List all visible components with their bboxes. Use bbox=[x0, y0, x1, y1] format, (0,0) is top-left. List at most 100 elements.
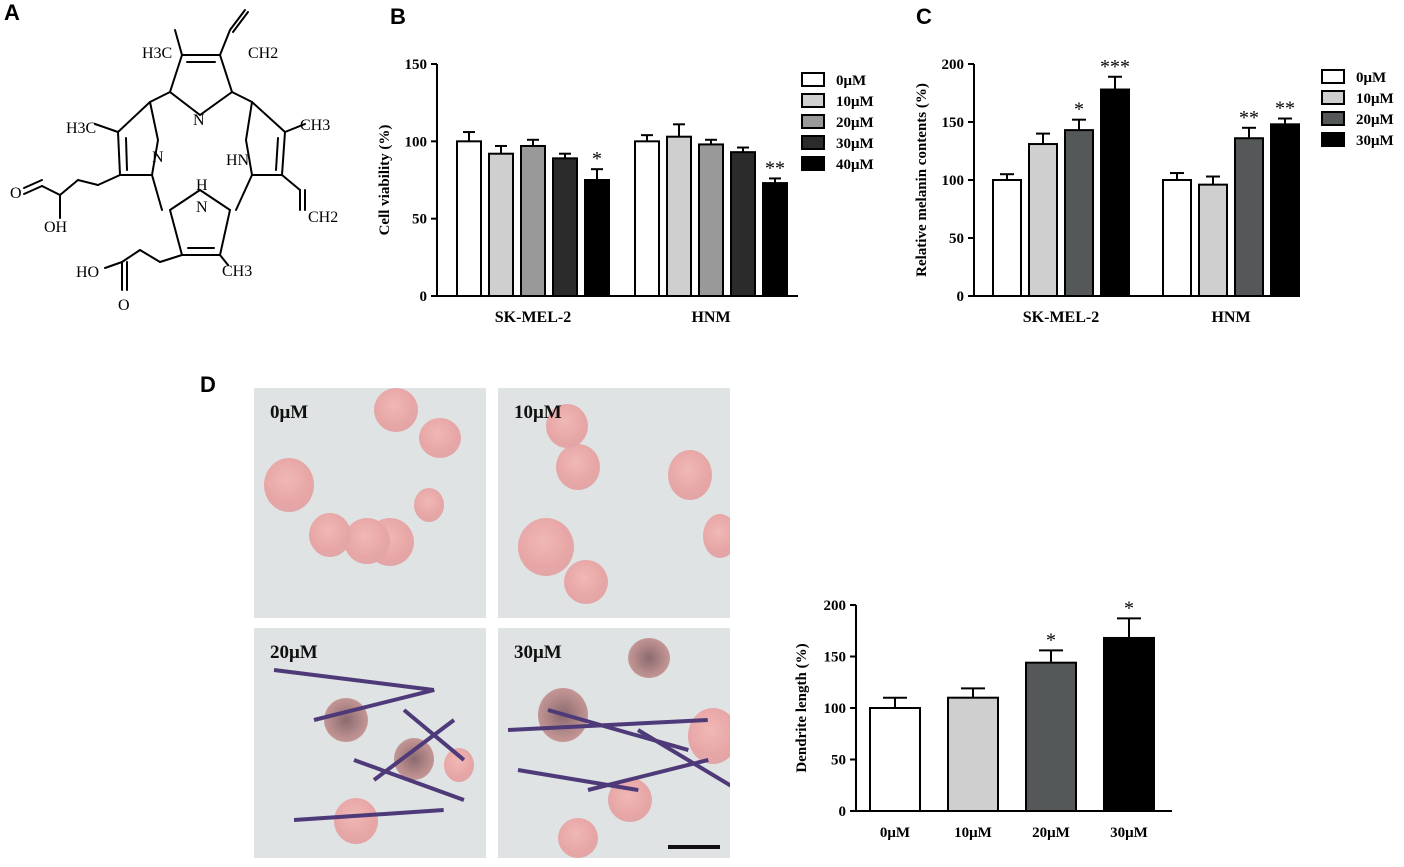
melanocyte-cell bbox=[556, 444, 600, 490]
melanin-bar bbox=[1198, 183, 1228, 297]
melanocyte-cell bbox=[344, 518, 390, 564]
micrograph-label: 30μM bbox=[514, 642, 562, 663]
melanocyte-cell bbox=[546, 404, 588, 448]
scale-bar bbox=[668, 845, 720, 849]
melanin-significance: *** bbox=[1100, 56, 1130, 78]
panel-label-b: B bbox=[390, 4, 406, 29]
viability-legend-label: 20μM bbox=[836, 115, 874, 131]
melanocyte-cell bbox=[518, 518, 574, 576]
viability-bar bbox=[730, 151, 756, 297]
melanin-y-axis-label: Relative melanin contents (%) bbox=[914, 83, 930, 277]
melanin-y-tick-label: 0 bbox=[957, 289, 965, 305]
micrograph-20uM: 20μM bbox=[254, 628, 486, 858]
dendrite-length-chart: 0 50 100 150 200 Dendrite length (%) 0μM 10μM * 2… bbox=[794, 597, 1172, 841]
micrograph-0uM: 0μM bbox=[254, 388, 486, 618]
viability-bar bbox=[552, 157, 578, 297]
viability-legend-swatch bbox=[801, 114, 825, 129]
melanin-legend-label: 30μM bbox=[1356, 133, 1394, 149]
micrograph-label: 0μM bbox=[270, 402, 309, 423]
mol-label-n-left: N bbox=[152, 149, 164, 166]
melanocyte-cell bbox=[334, 798, 378, 844]
mol-label-ho-bottom: HO bbox=[76, 264, 99, 281]
dendrite-x-tick-label: 0μM bbox=[880, 825, 910, 841]
viability-bar bbox=[584, 179, 610, 297]
melanin-significance: ** bbox=[1275, 98, 1295, 120]
dendrite-significance: * bbox=[1046, 629, 1056, 651]
mol-label-ch3-bottom: CH3 bbox=[222, 263, 252, 280]
viability-bar bbox=[634, 140, 660, 298]
mol-label-n-top: N bbox=[193, 112, 205, 129]
melanocyte-cell bbox=[668, 450, 712, 500]
viability-legend-label: 30μM bbox=[836, 136, 874, 152]
protoporphyrin-structure: H3C CH2 N H3C CH3 N HN CH2 N O OH HO O C… bbox=[10, 9, 338, 314]
mol-label-o-left: O bbox=[10, 185, 22, 202]
mol-label-h3c-left: H3C bbox=[66, 120, 96, 137]
melanin-bar bbox=[1162, 179, 1192, 297]
melanin-legend-label: 10μM bbox=[1356, 91, 1394, 107]
dendrite-significance: * bbox=[1124, 597, 1134, 619]
mol-label-n-bottom: N bbox=[196, 199, 208, 216]
melanocyte-cell bbox=[688, 708, 730, 764]
melanin-legend-swatch bbox=[1321, 90, 1345, 105]
mol-label-ch3-right: CH3 bbox=[300, 117, 330, 134]
melanin-y-tick-label: 200 bbox=[942, 57, 965, 73]
melanin-bar bbox=[992, 179, 1022, 297]
melanin-bar bbox=[1100, 88, 1130, 297]
dendrite-x-tick-label: 30μM bbox=[1110, 825, 1148, 841]
melanocyte-cell bbox=[558, 818, 598, 858]
viability-legend-swatch bbox=[801, 135, 825, 150]
melanin-bar bbox=[1234, 137, 1264, 297]
mol-label-o-bottom: O bbox=[118, 297, 130, 314]
viability-significance: ** bbox=[765, 157, 785, 179]
melanin-y-tick-label: 150 bbox=[942, 115, 965, 131]
micrograph-30uM: 30μM bbox=[498, 628, 730, 858]
dendrite-bar bbox=[947, 696, 999, 812]
melanin-x-tick-label: SK-MEL-2 bbox=[1023, 309, 1099, 326]
dendrite-y-tick-label: 50 bbox=[831, 753, 846, 769]
cell-viability-chart: 0 50 100 150 Cell viability (%) * SK-MEL-2 ** HN… bbox=[377, 57, 874, 326]
melanocyte-cell bbox=[564, 560, 608, 604]
melanin-x-tick-label: HNM bbox=[1211, 309, 1250, 326]
viability-y-tick-label: 100 bbox=[405, 134, 428, 150]
melanin-legend-label: 20μM bbox=[1356, 112, 1394, 128]
melanin-bar bbox=[1270, 123, 1300, 297]
melanin-legend-label: 0μM bbox=[1356, 70, 1386, 86]
melanocyte-cell bbox=[419, 418, 461, 458]
viability-bar bbox=[488, 152, 514, 297]
melanin-legend-swatch bbox=[1321, 111, 1345, 126]
dendrite-y-axis-label: Dendrite length (%) bbox=[794, 643, 810, 772]
panel-label-c: C bbox=[916, 4, 932, 29]
viability-x-tick-label: SK-MEL-2 bbox=[495, 309, 571, 326]
melanin-significance: * bbox=[1074, 99, 1084, 121]
viability-legend-swatch bbox=[801, 72, 825, 87]
melanin-y-tick-label: 50 bbox=[949, 231, 964, 247]
dendrite-bar bbox=[1025, 661, 1077, 813]
micrograph-10uM: 10μM bbox=[498, 388, 730, 618]
viability-legend-swatch bbox=[801, 93, 825, 108]
viability-bar bbox=[456, 140, 482, 298]
dendrite-x-tick-label: 20μM bbox=[1032, 825, 1070, 841]
dendrite-y-tick-label: 200 bbox=[824, 598, 847, 614]
micrograph-label: 10μM bbox=[514, 402, 562, 423]
viability-y-tick-label: 150 bbox=[405, 57, 428, 73]
melanin-contents-chart: 0 50 100 150 200 Relative melanin contents (%… bbox=[914, 56, 1394, 326]
viability-legend-swatch bbox=[801, 156, 825, 171]
viability-bar bbox=[520, 144, 546, 298]
viability-significance: * bbox=[592, 148, 602, 170]
melanocyte-cell bbox=[414, 488, 444, 522]
mol-label-h3c-top: H3C bbox=[142, 45, 172, 62]
dendrite-x-tick-label: 10μM bbox=[954, 825, 992, 841]
melanocyte-cell bbox=[324, 698, 368, 742]
dendrite-y-tick-label: 0 bbox=[839, 804, 847, 820]
viability-legend-label: 10μM bbox=[836, 94, 874, 110]
dendrite-bar bbox=[1103, 636, 1155, 812]
viability-y-tick-label: 0 bbox=[420, 289, 428, 305]
melanocyte-cell bbox=[309, 513, 351, 557]
viability-y-tick-label: 50 bbox=[412, 212, 427, 228]
melanin-bar bbox=[1064, 129, 1094, 298]
melanocyte-cell bbox=[703, 514, 730, 558]
melanocyte-cell bbox=[374, 388, 418, 432]
viability-legend-label: 40μM bbox=[836, 157, 874, 173]
melanocyte-cell bbox=[264, 458, 314, 512]
melanin-legend-swatch bbox=[1321, 132, 1345, 147]
